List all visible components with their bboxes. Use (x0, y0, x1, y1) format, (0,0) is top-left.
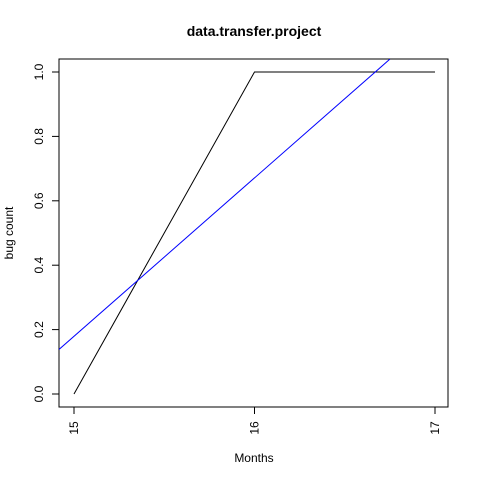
series-line-1 (59, 59, 391, 351)
x-tick-label-1: 16 (248, 421, 262, 435)
plot-frame (58, 58, 449, 408)
y-tick-label-1: 0.2 (32, 321, 46, 338)
y-tick-label-5: 1.0 (32, 63, 46, 80)
x-axis: 15 16 17 (67, 407, 442, 435)
y-axis: 0.0 0.2 0.4 0.6 0.8 1.0 (32, 63, 59, 402)
chart-title: data.transfer.project (187, 23, 322, 39)
y-tick-label-2: 0.4 (32, 257, 46, 274)
series-layer (59, 59, 435, 395)
y-tick-label-0: 0.0 (32, 385, 46, 402)
y-tick-label-3: 0.6 (32, 192, 46, 209)
x-tick-label-0: 15 (67, 421, 81, 435)
y-axis-label: bug count (2, 206, 16, 259)
x-axis-label: Months (234, 451, 273, 465)
y-tick-label-4: 0.8 (32, 128, 46, 145)
series-line-0 (73, 71, 435, 395)
x-tick-label-2: 17 (428, 421, 442, 435)
